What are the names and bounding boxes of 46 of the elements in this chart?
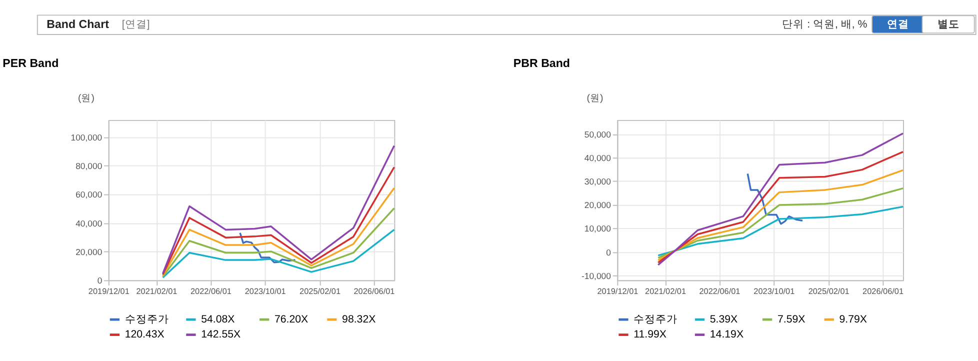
legend-label: 120.43X: [124, 328, 164, 341]
y-tick-label: 30,000: [584, 176, 612, 187]
legend-label: 5.39X: [710, 313, 738, 326]
line-series: [162, 187, 396, 276]
y-tick-label: 20,000: [584, 200, 612, 210]
line-series: [162, 166, 396, 276]
legend-label: 11.99X: [634, 328, 666, 341]
chart-title: PER Band: [2, 58, 59, 70]
text: 단위 : 억원, 배, %: [782, 18, 868, 30]
line-series: [657, 150, 904, 264]
y-tick-label: 100,000: [70, 132, 102, 142]
y-tick-label: 40,000: [584, 153, 612, 164]
legend-label: 142.55X: [201, 328, 241, 341]
line-series: [162, 144, 396, 274]
line-series: [162, 228, 396, 279]
legend-label: 54.08X: [201, 313, 235, 326]
y-tick-label: 40,000: [76, 218, 102, 228]
chart-title: PBR Band: [513, 58, 570, 70]
line-series: [657, 187, 904, 259]
line-series: [746, 172, 804, 225]
line-series: [239, 232, 296, 264]
y-tick-label: 20,000: [76, 246, 102, 257]
y-tick-label: 0: [606, 247, 612, 258]
y-tick-label: 80,000: [76, 161, 102, 172]
text: [연결]: [122, 18, 150, 30]
legend-label: 수정주가: [124, 313, 169, 326]
line-series: [162, 207, 396, 278]
y-axis-title: (원): [78, 93, 94, 104]
line-series: [657, 132, 904, 266]
legend-label: 수정주가: [634, 313, 678, 326]
text: 연결: [887, 18, 910, 30]
text: 별도: [937, 18, 960, 30]
y-tick-label: -10,000: [582, 270, 612, 281]
legend-label: 76.20X: [274, 313, 308, 326]
y-tick-label: 10,000: [584, 224, 612, 234]
legend-label: 7.59X: [777, 313, 806, 326]
legend-label: 98.32X: [342, 313, 376, 326]
line-series: [657, 206, 904, 256]
legend-label: 14.19X: [710, 328, 744, 341]
y-tick-label: 0: [97, 276, 102, 286]
y-axis-title: (원): [586, 93, 604, 104]
y-tick-label: 60,000: [76, 190, 102, 200]
line-series: [657, 169, 904, 262]
legend-label: 9.79X: [839, 313, 867, 326]
text: Band Chart: [46, 19, 110, 32]
y-tick-label: 50,000: [584, 129, 612, 140]
